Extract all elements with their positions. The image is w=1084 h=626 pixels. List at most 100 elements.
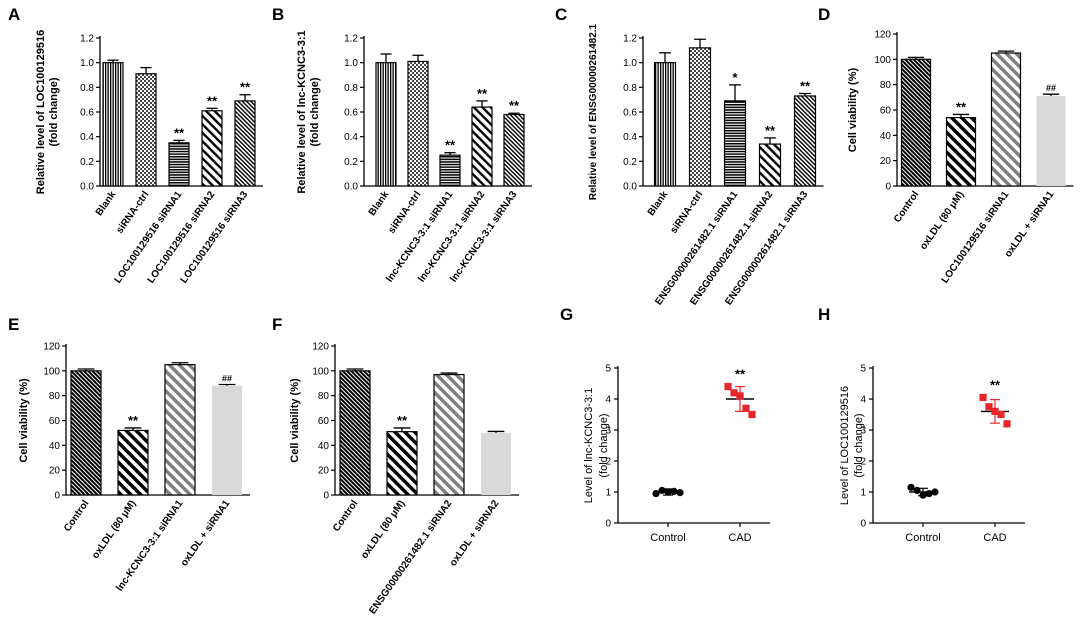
x-tick-label: CAD — [983, 532, 1006, 544]
panel-label-h: H — [818, 305, 830, 324]
y-tick-label: 80 — [880, 80, 892, 91]
y-tick-label: 5 — [605, 364, 611, 375]
x-tick-label: ENSG00000261482.1 siRNA2 — [367, 498, 454, 616]
data-point — [913, 486, 921, 495]
data-point — [907, 483, 915, 491]
y-tick-label: 0.4 — [623, 132, 637, 143]
bar — [135, 73, 157, 187]
y-tick-label: 5 — [860, 364, 866, 375]
x-tick-label: oxLDL + siRNA1 — [179, 498, 233, 568]
bar — [168, 142, 190, 187]
y-tick-label: 20 — [49, 466, 61, 477]
bar — [990, 52, 1022, 187]
y-tick-label: 0.8 — [80, 83, 94, 94]
bar — [503, 113, 525, 187]
y-tick-label: 80 — [318, 391, 330, 402]
y-tick-label: 4 — [860, 395, 866, 406]
y-tick-label: 40 — [880, 131, 892, 142]
x-tick-label: oxLDL (80 μM) — [359, 498, 407, 561]
y-tick-label: 80 — [49, 391, 61, 402]
y-tick-label: 3 — [860, 426, 866, 437]
x-tick-label: Blank — [646, 189, 671, 218]
y-tick-label: 0.6 — [80, 108, 94, 119]
data-point — [997, 410, 1005, 419]
significance-label: ** — [207, 93, 218, 108]
y-tick-label: 0.6 — [623, 108, 637, 119]
chart-panel-f: 0 20 40 60 80 100 120 Cell viability (%) Control… — [289, 342, 519, 616]
bar — [900, 58, 932, 187]
data-point — [670, 487, 678, 495]
y-axis-label: Cell viability (%) — [18, 378, 30, 463]
y-tick-label: 1.2 — [623, 34, 637, 45]
x-tick-label: Control — [650, 532, 685, 544]
data-point — [742, 404, 750, 412]
x-tick-label: LOC100129516 siRNA3 — [179, 189, 251, 285]
y-tick-label: 120 — [43, 342, 60, 353]
y-tick-label: 40 — [318, 441, 330, 452]
y-tick-label: 0 — [885, 182, 891, 193]
chart-panel-h: 0 1 2 3 4 5 Level of LOC100129516 (fold change)… — [839, 364, 1025, 544]
y-tick-label: 0.2 — [344, 157, 358, 168]
data-point — [676, 489, 684, 497]
bar — [407, 60, 429, 187]
y-tick-label: 0.6 — [344, 108, 358, 119]
panel-label-f: F — [272, 315, 282, 334]
y-tick-label: 60 — [49, 416, 61, 427]
x-tick-label: siRNA-ctrl — [668, 189, 705, 236]
y-tick-label: 120 — [874, 30, 891, 41]
y-tick-label: 100 — [874, 55, 891, 66]
y-tick-label: 0.8 — [623, 83, 637, 94]
bar — [688, 47, 712, 187]
significance-label: ## — [1046, 83, 1056, 93]
y-tick-label: 0.0 — [80, 182, 94, 193]
y-tick-label: 1.0 — [623, 58, 637, 69]
bar — [481, 432, 511, 495]
data-point — [730, 389, 738, 397]
panel-label-c: C — [555, 5, 567, 24]
significance-label: ** — [800, 79, 811, 94]
y-tick-label: 4 — [605, 395, 611, 406]
bar — [164, 364, 196, 496]
significance-label: ** — [765, 123, 776, 138]
bar — [117, 429, 149, 496]
data-point — [979, 393, 987, 402]
y-axis-label: Relative level of lnc-KCNC3-3:1 — [296, 30, 308, 193]
data-point — [925, 489, 933, 498]
y-axis-label: Cell viability (%) — [289, 378, 301, 463]
y-tick-label: 120 — [312, 342, 329, 353]
y-tick-label: 1.0 — [80, 58, 94, 69]
y-tick-label: 100 — [43, 366, 60, 377]
significance-label: ** — [397, 413, 408, 428]
y-tick-label: 20 — [880, 156, 892, 167]
y-tick-label: 0.0 — [623, 182, 637, 193]
y-tick-label: 1 — [860, 488, 866, 499]
significance-label: ** — [509, 98, 520, 113]
significance-label: ** — [990, 377, 1001, 392]
y-tick-label: 2 — [860, 457, 866, 468]
panel-label-b: B — [272, 5, 284, 24]
data-point — [931, 488, 939, 496]
x-tick-label: Blank — [367, 189, 392, 218]
y-axis-label-sub: (fold change) — [853, 413, 865, 477]
y-axis-label-sub: (fold change) — [598, 413, 610, 477]
bar — [439, 154, 461, 187]
x-tick-label: oxLDL + siRNA2 — [448, 498, 502, 568]
y-tick-label: 0.8 — [344, 83, 358, 94]
data-point — [724, 383, 732, 391]
bar — [201, 110, 223, 187]
y-tick-label: 1.2 — [80, 34, 94, 45]
significance-label: ** — [240, 80, 251, 95]
significance-label: ** — [445, 138, 456, 153]
y-tick-label: 0.0 — [344, 182, 358, 193]
data-point — [991, 407, 999, 415]
significance-label: ** — [477, 86, 488, 101]
data-point — [985, 403, 993, 411]
chart-panel-a: 0.0 0.2 0.4 0.6 0.8 1.0 1.2 Relative level of L… — [35, 30, 263, 285]
y-tick-label: 0 — [860, 519, 866, 530]
significance-label: ## — [222, 373, 232, 383]
y-tick-label: 0 — [323, 491, 329, 502]
x-tick-label: Control — [62, 498, 92, 534]
panel-label-a: A — [8, 5, 20, 24]
y-axis-label: Level of LOC100129516 — [839, 386, 851, 505]
